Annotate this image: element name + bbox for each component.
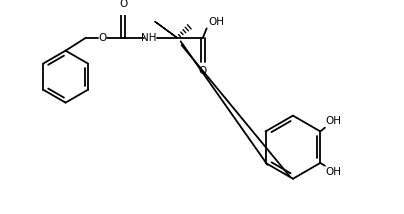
Text: OH: OH (326, 116, 342, 126)
Text: O: O (199, 66, 207, 76)
Text: NH: NH (141, 33, 157, 43)
Text: O: O (99, 33, 107, 43)
Text: OH: OH (326, 167, 342, 177)
Text: OH: OH (208, 16, 225, 27)
Polygon shape (155, 21, 177, 38)
Text: O: O (119, 0, 127, 9)
